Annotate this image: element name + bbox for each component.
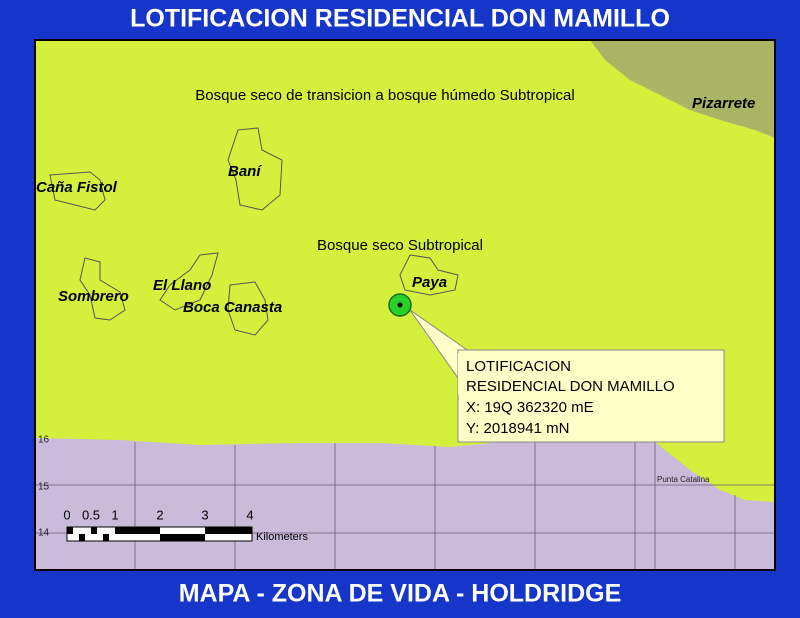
- town-outline: [79, 257, 126, 321]
- zone-label: Bosque seco Subtropical: [317, 237, 483, 254]
- place-label: Baní: [228, 163, 262, 180]
- grid-label: 14: [38, 528, 50, 539]
- callout-line: Y: 2018941 mN: [466, 420, 569, 437]
- town-outline: [227, 127, 283, 211]
- callout-line: X: 19Q 362320 mE: [466, 399, 594, 416]
- place-label: Paya: [412, 274, 447, 291]
- footer-title: MAPA - ZONA DE VIDA - HOLDRIDGE: [179, 580, 622, 608]
- scale-tick-label: 2: [156, 507, 163, 522]
- scale-tick-label: 4: [246, 507, 253, 522]
- sea-chart: [35, 435, 775, 570]
- coast-label: Punta Catalina: [657, 475, 710, 484]
- place-label: Pizarrete: [692, 95, 755, 112]
- town-outline: [399, 254, 459, 296]
- site-marker: LOTIFICACION RESIDENCIAL DON MAMILLO X: …: [388, 293, 725, 443]
- grid-label: 16: [38, 435, 50, 446]
- scale-tick-label: 0: [63, 507, 70, 522]
- town-outline: [49, 171, 106, 211]
- scale-tick-label: 0.5: [82, 507, 100, 522]
- callout-line: RESIDENCIAL DON MAMILLO: [466, 378, 675, 395]
- place-label: Sombrero: [58, 288, 129, 305]
- place-label: Boca Canasta: [183, 299, 282, 316]
- scale-tick-label: 3: [201, 507, 208, 522]
- grid-label: 15: [38, 482, 50, 493]
- place-label: Caña Fistol: [36, 179, 118, 196]
- scale-tick-label: 1: [111, 507, 118, 522]
- pizarrete-zone: [590, 40, 775, 138]
- scale-unit: Kilometers: [256, 531, 308, 543]
- town-outline: [159, 252, 219, 311]
- header-title: LOTIFICACION RESIDENCIAL DON MAMILLO: [130, 5, 670, 33]
- scale-bar: 0 0.5 1 2 3 4 Kilometers: [63, 507, 308, 542]
- map: Bosque seco de transicion a bosque húmed…: [34, 39, 776, 571]
- map-frame: [34, 39, 776, 571]
- town-outline: [227, 281, 269, 336]
- zone-label: Bosque seco de transicion a bosque húmed…: [195, 87, 574, 104]
- callout-line: LOTIFICACION: [466, 358, 571, 375]
- place-label: El Llano: [153, 277, 211, 294]
